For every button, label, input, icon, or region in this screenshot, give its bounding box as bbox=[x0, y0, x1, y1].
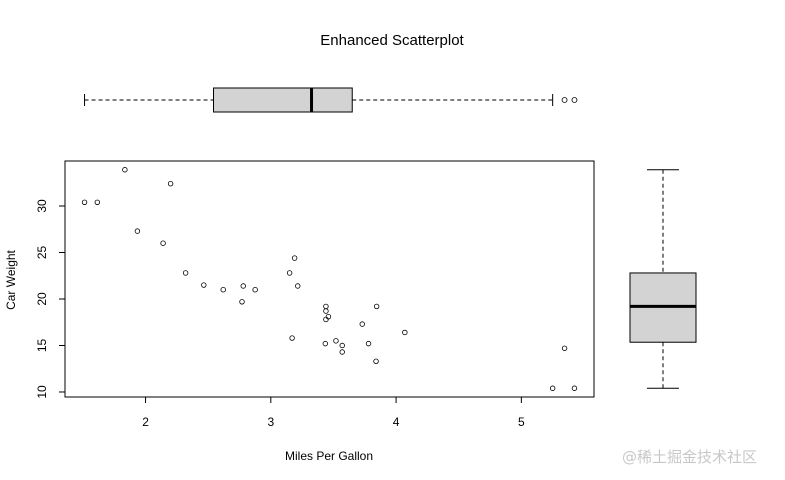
x-tick-label: 2 bbox=[142, 415, 149, 429]
y-tick-label: 10 bbox=[35, 385, 49, 399]
data-point bbox=[94, 199, 101, 205]
data-point bbox=[220, 286, 226, 293]
data-point bbox=[291, 255, 298, 261]
data-point bbox=[322, 340, 329, 347]
data-point bbox=[289, 335, 295, 341]
x-tick-label: 4 bbox=[393, 415, 400, 429]
y-boxplot bbox=[629, 169, 697, 389]
box bbox=[213, 87, 353, 113]
y-tick-label: 20 bbox=[35, 292, 49, 306]
data-point bbox=[402, 329, 408, 336]
data-point bbox=[182, 270, 189, 276]
data-point bbox=[122, 167, 128, 173]
x-axis: 2 3 4 5 bbox=[142, 396, 525, 429]
data-point bbox=[571, 385, 578, 391]
y-tick-label: 25 bbox=[35, 246, 49, 260]
data-point bbox=[134, 228, 141, 234]
data-point bbox=[252, 286, 258, 293]
data-point bbox=[167, 180, 174, 187]
data-point bbox=[339, 342, 345, 349]
x-axis-label: Miles Per Gallon bbox=[285, 449, 373, 463]
x-tick-label: 5 bbox=[518, 415, 525, 429]
y-axis: 10 15 20 25 30 bbox=[35, 199, 66, 399]
y-axis-label: Car Weight bbox=[4, 249, 18, 309]
data-point bbox=[549, 385, 556, 391]
data-point bbox=[333, 338, 339, 344]
data-point bbox=[201, 282, 207, 288]
data-point bbox=[323, 316, 329, 323]
data-point bbox=[323, 303, 329, 310]
chart-title: Enhanced Scatterplot bbox=[320, 32, 464, 49]
plot-frame bbox=[64, 160, 595, 398]
data-point bbox=[325, 313, 332, 320]
data-point bbox=[160, 240, 166, 246]
watermark: @稀土掘金技术社区 bbox=[622, 448, 758, 466]
points-layer bbox=[81, 167, 578, 391]
data-point bbox=[359, 321, 365, 327]
y-tick-label: 15 bbox=[35, 338, 49, 352]
data-point bbox=[295, 283, 301, 289]
data-point bbox=[339, 349, 345, 355]
data-point bbox=[365, 340, 372, 347]
data-point bbox=[323, 308, 329, 314]
data-point bbox=[239, 299, 245, 305]
outlier-point bbox=[561, 97, 568, 103]
x-tick-label: 3 bbox=[267, 415, 274, 429]
data-point bbox=[561, 345, 568, 351]
data-point bbox=[373, 358, 379, 364]
data-point bbox=[240, 283, 246, 289]
outlier-point bbox=[571, 97, 578, 103]
x-boxplot bbox=[84, 87, 578, 113]
y-tick-label: 30 bbox=[35, 199, 49, 213]
data-point bbox=[81, 199, 88, 205]
data-point bbox=[373, 303, 380, 310]
data-point bbox=[286, 270, 293, 276]
